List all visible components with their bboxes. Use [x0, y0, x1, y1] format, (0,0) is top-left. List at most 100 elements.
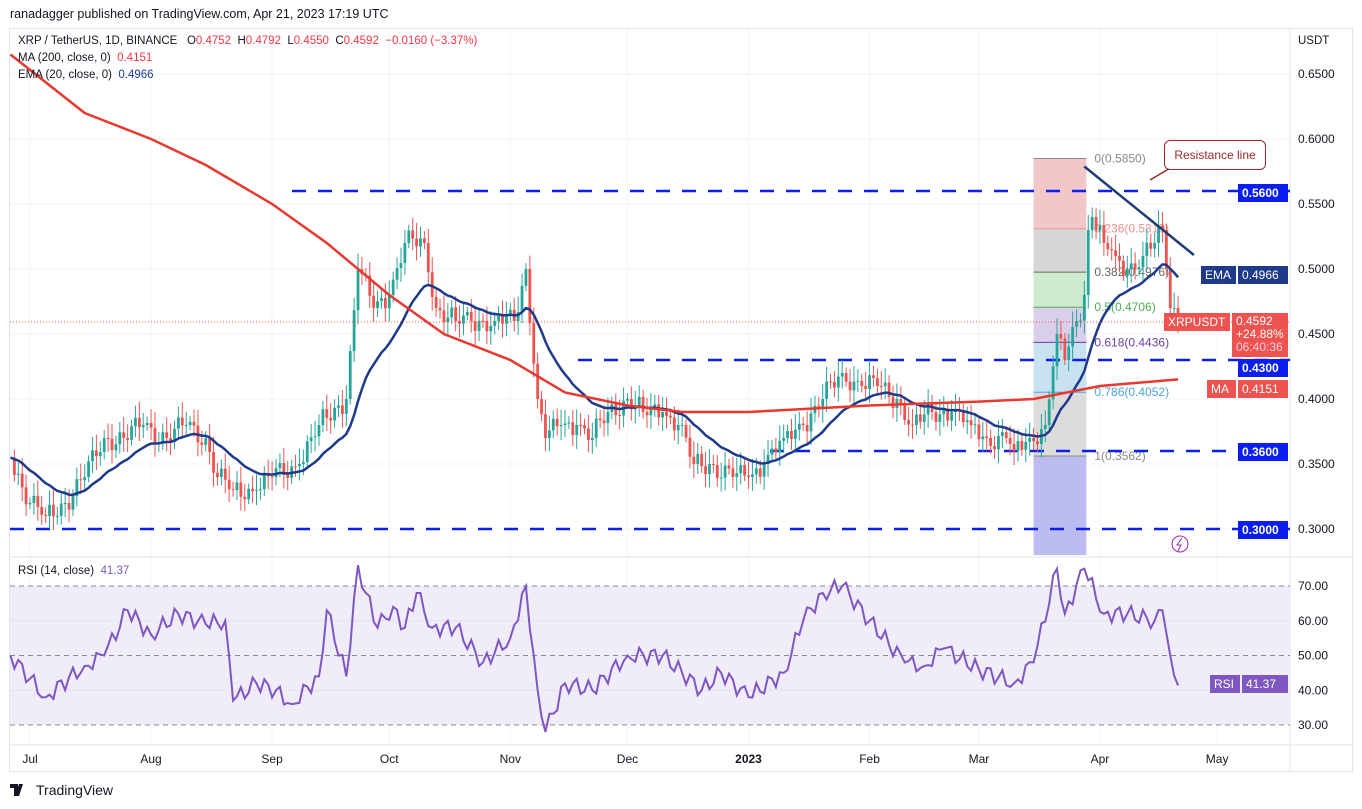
candle [458, 305, 461, 338]
candle [126, 424, 130, 453]
ma-legend[interactable]: MA (200, close, 0) 0.4151 [18, 52, 152, 64]
rsi-tick-label: 70.00 [1298, 579, 1328, 593]
candle-body [1161, 225, 1164, 230]
candle-body [188, 421, 192, 425]
candle [344, 385, 348, 427]
candle-body [793, 429, 797, 439]
candle [696, 442, 700, 474]
candle-body [782, 438, 786, 441]
candle-body [922, 414, 926, 422]
candle [840, 359, 844, 389]
publisher-line: ranadagger published on TradingView.com,… [10, 7, 389, 21]
candle-body [700, 453, 704, 467]
candle-body [840, 373, 844, 377]
candle [20, 458, 24, 502]
tradingview-logo-icon [10, 784, 25, 796]
candle-body [809, 413, 813, 432]
candle-body [481, 320, 485, 322]
candle [520, 273, 524, 324]
candle [1125, 255, 1129, 288]
candle [524, 263, 528, 292]
rsi-legend[interactable]: RSI (14, close) 41.37 [18, 565, 129, 577]
candle [173, 420, 176, 450]
time-tick-label: Aug [140, 752, 161, 766]
candle-body [204, 438, 208, 445]
candle [122, 416, 126, 452]
candle-body [1106, 243, 1110, 250]
candle [852, 366, 856, 405]
resistance-annotation[interactable]: Resistance line [1164, 140, 1266, 170]
ema-legend-label: EMA (20, close, 0) [18, 69, 112, 81]
candle [348, 344, 352, 405]
candle [243, 483, 247, 511]
candle [473, 305, 477, 345]
candle [1000, 418, 1004, 449]
candle [356, 253, 360, 325]
ema-legend[interactable]: EMA (20, close, 0) 0.4966 [18, 69, 154, 81]
candle-body [1000, 432, 1004, 436]
candle [325, 394, 329, 431]
candle-body [325, 409, 329, 418]
candle-body [219, 468, 223, 477]
candle-body [337, 405, 340, 408]
candle [24, 474, 28, 516]
candle [1110, 237, 1114, 261]
candle-body [286, 474, 290, 478]
candle [1086, 214, 1090, 309]
tradingview-logo[interactable]: TradingView [10, 782, 113, 798]
candle-body [383, 298, 387, 309]
candle [141, 412, 145, 439]
low-label: L [287, 35, 294, 47]
candle-body [918, 414, 922, 422]
candle [704, 451, 707, 488]
candle-body [75, 479, 79, 497]
candle-body [1141, 256, 1145, 268]
candle [946, 403, 950, 427]
symbol-name[interactable]: XRP / TetherUS, 1D, BINANCE [18, 35, 178, 47]
candle [590, 422, 594, 454]
candle-body [110, 438, 114, 451]
candle-body [946, 409, 950, 421]
candle [1137, 259, 1141, 277]
candle-body [251, 488, 254, 492]
rsi-line [9, 564, 1179, 733]
candle-body [1071, 326, 1075, 347]
candle-body [501, 315, 504, 324]
candle [477, 309, 481, 341]
candle-body [973, 424, 977, 426]
candle-body [258, 489, 262, 491]
ma-legend-label: MA (200, close, 0) [18, 52, 111, 64]
candle [723, 451, 727, 491]
candle-body [134, 417, 137, 427]
candle [55, 506, 59, 525]
candle [805, 411, 809, 444]
candle-body [180, 417, 184, 426]
candle [942, 396, 946, 427]
candle [208, 423, 212, 465]
candle-body [938, 414, 942, 422]
rsi-tag-name: RSI [1210, 675, 1240, 693]
candle [551, 410, 555, 439]
candle-body [903, 403, 907, 421]
symbol-legend: XRP / TetherUS, 1D, BINANCE O0.4752 H0.4… [18, 35, 477, 47]
candle-body [751, 474, 754, 477]
candle [606, 397, 610, 437]
fib-band [1033, 228, 1087, 273]
candle [274, 459, 278, 486]
candle [212, 436, 215, 487]
candle-body [629, 399, 633, 410]
candle-body [1094, 217, 1098, 231]
candle [454, 296, 458, 332]
candle-body [528, 269, 532, 324]
candle-body [212, 451, 215, 473]
price-tag: 0.4592 +24.88% 06:40:36 [1232, 313, 1288, 357]
candle [270, 461, 274, 491]
ema-legend-value: 0.4966 [118, 69, 154, 81]
candle-body [649, 408, 653, 416]
candle [1016, 429, 1020, 462]
candle [434, 287, 438, 317]
candle-body [333, 407, 336, 421]
candle [1122, 255, 1125, 281]
price-tick-label: 0.6000 [1298, 132, 1335, 146]
